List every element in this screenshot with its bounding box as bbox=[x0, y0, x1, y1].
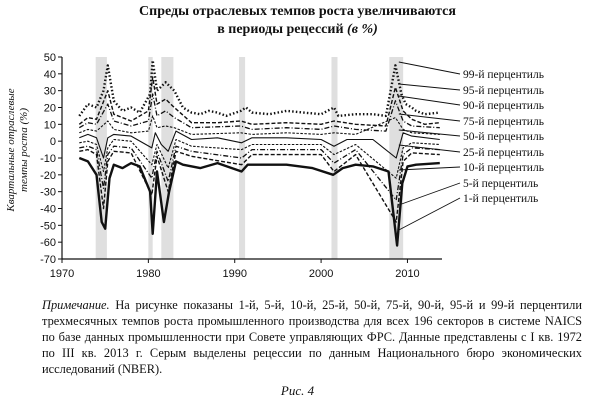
recession-band-4 bbox=[331, 57, 338, 259]
legend-leader-p90 bbox=[398, 95, 461, 106]
legend-label-p99: 99-й перцентиль bbox=[463, 69, 544, 81]
y-tick-label: 20 bbox=[44, 103, 56, 115]
y-tick-label: -30 bbox=[40, 187, 56, 199]
y-tick-label: -50 bbox=[40, 220, 56, 232]
legend-leader-p25 bbox=[398, 144, 461, 153]
figure-note: Примечание. На рисунке показаны 1-й, 5-й… bbox=[42, 297, 582, 377]
series-line-p90 bbox=[78, 93, 440, 132]
recession-band-3 bbox=[239, 57, 246, 259]
legend-leader-p75 bbox=[398, 113, 461, 122]
chart-title-unit: (в %) bbox=[347, 22, 378, 37]
legend: 99-й перцентиль 95-й перцентиль 90-й перце… bbox=[398, 61, 544, 231]
y-tick-label: 10 bbox=[44, 119, 56, 131]
series-line-p99 bbox=[78, 59, 440, 118]
series-lines bbox=[78, 59, 440, 247]
series-line-p1 bbox=[78, 156, 440, 247]
legend-label-p95: 95-й перцентиль bbox=[463, 85, 544, 97]
chart-title-line2-text: в периоды рецессий bbox=[217, 22, 344, 37]
y-tick-label: -20 bbox=[40, 170, 56, 182]
y-tick-label: -60 bbox=[40, 237, 56, 249]
series-line-p75 bbox=[79, 115, 440, 135]
x-tick-label: 1970 bbox=[50, 268, 74, 280]
legend-label-p25: 25-й перцентиль bbox=[463, 147, 544, 159]
chart-title: Спреды отраслевых темпов роста увеличива… bbox=[0, 3, 595, 39]
y-tick-label: 40 bbox=[44, 69, 56, 81]
legend-label-p90: 90-й перцентиль bbox=[463, 100, 544, 112]
chart-title-line2: в периоды рецессий (в %) bbox=[0, 21, 595, 39]
figure-caption: Рис. 4 bbox=[280, 383, 315, 398]
legend-label-p10: 10-й перцентиль bbox=[463, 162, 544, 174]
y-tick-label: -10 bbox=[40, 153, 56, 165]
legend-leader-p99 bbox=[398, 61, 461, 75]
legend-leader-p10 bbox=[398, 166, 461, 171]
legend-leader-p5 bbox=[398, 182, 461, 206]
y-tick-label: -70 bbox=[40, 254, 56, 266]
series-line-p50 bbox=[79, 130, 440, 159]
note-label: Примечание. bbox=[42, 298, 110, 312]
note-text: На рисунке показаны 1-й, 5-й, 10-й, 25-й… bbox=[42, 298, 582, 376]
y-tick-label: -40 bbox=[40, 204, 56, 216]
recession-band-1 bbox=[148, 57, 153, 259]
legend-label-p75: 75-й перцентиль bbox=[463, 116, 544, 128]
x-tick-label: 1980 bbox=[136, 268, 160, 280]
x-tick-label: 2000 bbox=[309, 268, 333, 280]
legend-label-p1: 1-й перцентиль bbox=[463, 193, 538, 205]
legend-label-p5: 5-й перцентиль bbox=[463, 178, 538, 190]
legend-leader-p95 bbox=[398, 83, 461, 91]
legend-leader-p1 bbox=[398, 197, 461, 231]
series-line-p5 bbox=[79, 148, 440, 223]
y-tick-label: 50 bbox=[44, 52, 56, 64]
recession-band-0 bbox=[95, 57, 107, 259]
y-axis-label-line1: Квартальные отраслевые bbox=[5, 88, 17, 212]
y-tick-label: 0 bbox=[50, 136, 56, 148]
series-line-p10 bbox=[79, 145, 440, 201]
x-tick-label: 2010 bbox=[395, 268, 419, 280]
legend-leader-p50 bbox=[398, 129, 461, 137]
y-axis-label-line2: темпы роста (%) bbox=[18, 108, 30, 192]
x-tick-label: 1990 bbox=[222, 268, 246, 280]
chart-title-line1: Спреды отраслевых темпов роста увеличива… bbox=[139, 4, 456, 19]
legend-label-p50: 50-й перцентиль bbox=[463, 131, 544, 143]
recession-band-2 bbox=[161, 57, 174, 259]
y-tick-label: 30 bbox=[44, 86, 56, 98]
series-line-p95 bbox=[78, 76, 440, 127]
series-line-p25 bbox=[79, 138, 440, 179]
